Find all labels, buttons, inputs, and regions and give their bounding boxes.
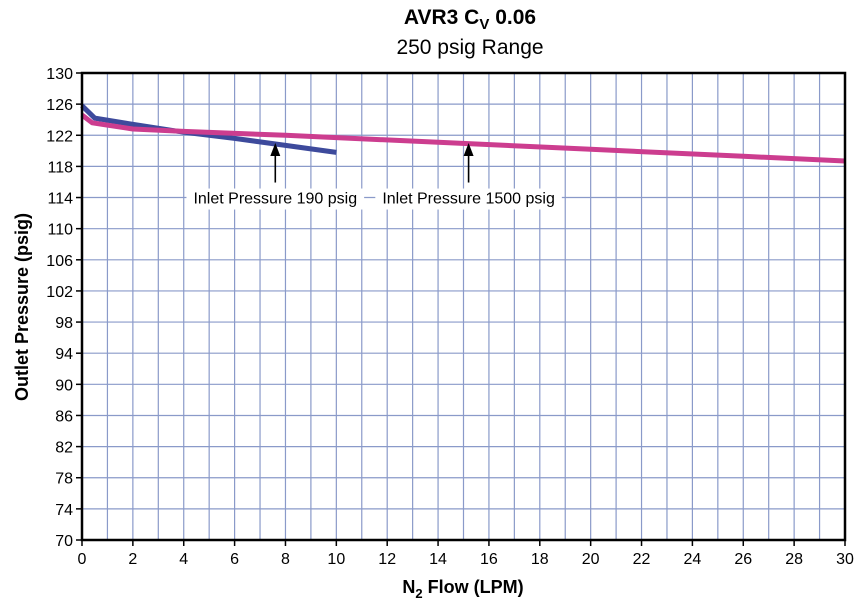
- chart-subtitle: 250 psig Range: [396, 36, 543, 59]
- y-tick-label: 106: [46, 253, 73, 270]
- y-tick-label: 86: [55, 408, 73, 425]
- chart-title-suffix: 0.06: [489, 6, 536, 29]
- x-tick-label: 16: [480, 551, 498, 568]
- x-tick-label: 22: [633, 551, 651, 568]
- x-tick-label: 28: [785, 551, 803, 568]
- x-tick-label: 20: [582, 551, 600, 568]
- y-tick-label: 82: [55, 440, 73, 457]
- annotation-label-2: Inlet Pressure 1500 psig: [382, 191, 555, 208]
- annotation-label-1: Inlet Pressure 190 psig: [193, 191, 357, 208]
- series-line-2: [80, 113, 846, 164]
- x-tick-label: 2: [128, 551, 137, 568]
- y-axis-label: Outlet Pressure (psig): [12, 213, 32, 401]
- x-tick-label: 4: [179, 551, 188, 568]
- y-tick-label: 102: [46, 284, 73, 301]
- y-tick-label: 130: [46, 66, 73, 83]
- x-tick-label: 26: [734, 551, 752, 568]
- x-axis-label: N2 Flow (LPM): [402, 577, 523, 601]
- y-tick-label: 118: [47, 159, 73, 176]
- x-tick-label: 30: [836, 551, 854, 568]
- chart-title-subscript: V: [479, 16, 489, 33]
- chart-title-prefix: AVR3 C: [404, 6, 479, 29]
- y-tick-label: 94: [55, 346, 73, 363]
- x-tick-label: 10: [327, 551, 345, 568]
- y-tick-label: 90: [55, 377, 73, 394]
- tick-labels: 0 2 4 6 8 10 12 14 16 18 20 22 24 26 28 307074788286909…: [46, 66, 854, 568]
- chart-title: AVR3 CV 0.06: [404, 6, 536, 33]
- x-tick-label: 18: [531, 551, 549, 568]
- x-tick-label: 8: [281, 551, 290, 568]
- y-tick-label: 114: [47, 191, 73, 208]
- y-tick-label: 70: [55, 533, 73, 550]
- x-tick-label: 24: [684, 551, 702, 568]
- annotation-arrowhead: [463, 143, 474, 157]
- x-tick-label: 0: [78, 551, 87, 568]
- annotations: Inlet Pressure 190 psig Inlet Pressure 15…: [186, 143, 562, 210]
- y-tick-label: 122: [46, 128, 73, 145]
- y-tick-label: 110: [47, 222, 73, 239]
- x-axis-label-suffix: Flow (LPM): [423, 577, 524, 597]
- x-tick-label: 12: [378, 551, 396, 568]
- series-lines: [80, 103, 846, 164]
- y-tick-label: 126: [46, 97, 73, 114]
- grid: [82, 73, 845, 540]
- y-tick-label: 74: [55, 502, 73, 519]
- x-axis-label-prefix: N: [402, 577, 415, 597]
- y-tick-label: 78: [55, 471, 73, 488]
- x-tick-label: 14: [429, 551, 447, 568]
- x-axis-label-subscript: 2: [415, 586, 422, 601]
- annotation-label-background: [375, 188, 562, 210]
- x-tick-label: 6: [230, 551, 239, 568]
- y-tick-label: 98: [55, 315, 73, 332]
- annotation-arrowhead: [270, 143, 281, 157]
- plot-frame: [80, 71, 847, 542]
- annotation-label-background: [186, 188, 365, 210]
